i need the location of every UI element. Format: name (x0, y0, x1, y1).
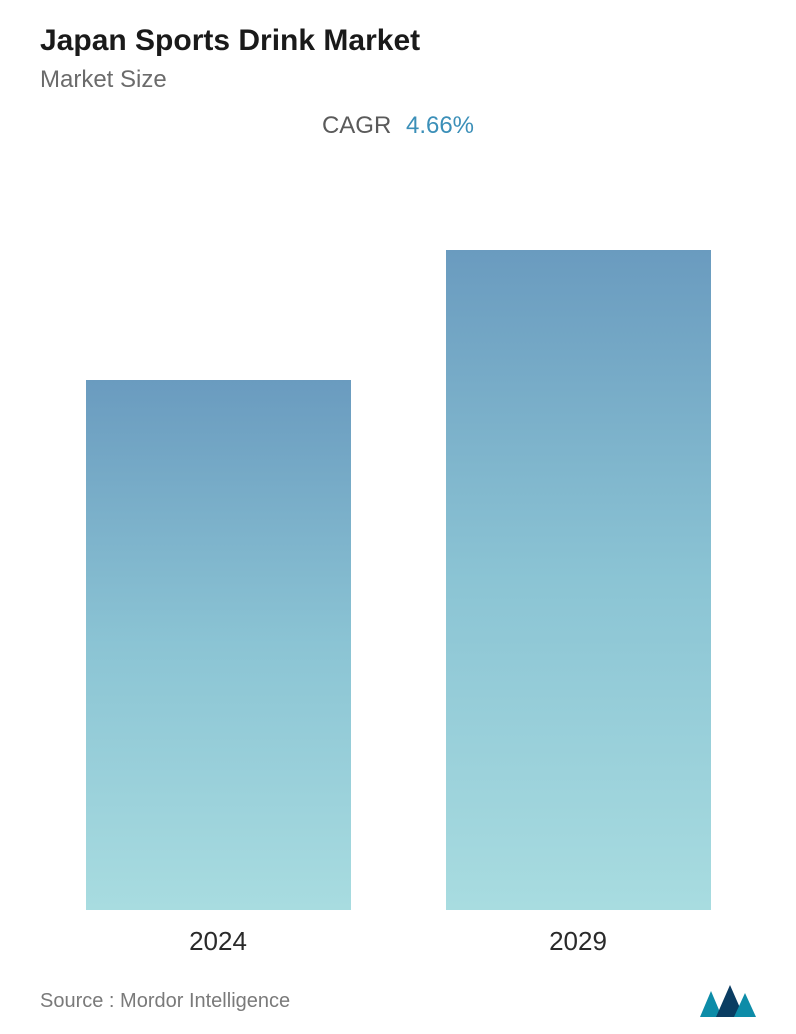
bar-2024 (86, 380, 351, 910)
bar-group-2024: 2024 (86, 380, 351, 957)
cagr-row: CAGR 4.66% (40, 112, 756, 140)
cagr-label: CAGR (322, 112, 391, 139)
cagr-value: 4.66% (406, 112, 474, 139)
bar-label-2029: 2029 (549, 926, 607, 957)
bar-group-2029: 2029 (446, 250, 711, 957)
bar-chart: 2024 2029 (40, 150, 756, 957)
mordor-logo-icon (700, 985, 756, 1017)
bar-label-2024: 2024 (189, 926, 247, 957)
chart-subtitle: Market Size (40, 66, 756, 94)
footer: Source : Mordor Intelligence (40, 985, 756, 1025)
chart-container: Japan Sports Drink Market Market Size CA… (0, 0, 796, 1034)
bar-2029 (446, 250, 711, 910)
source-text: Source : Mordor Intelligence (40, 990, 290, 1013)
chart-title: Japan Sports Drink Market (40, 24, 756, 58)
